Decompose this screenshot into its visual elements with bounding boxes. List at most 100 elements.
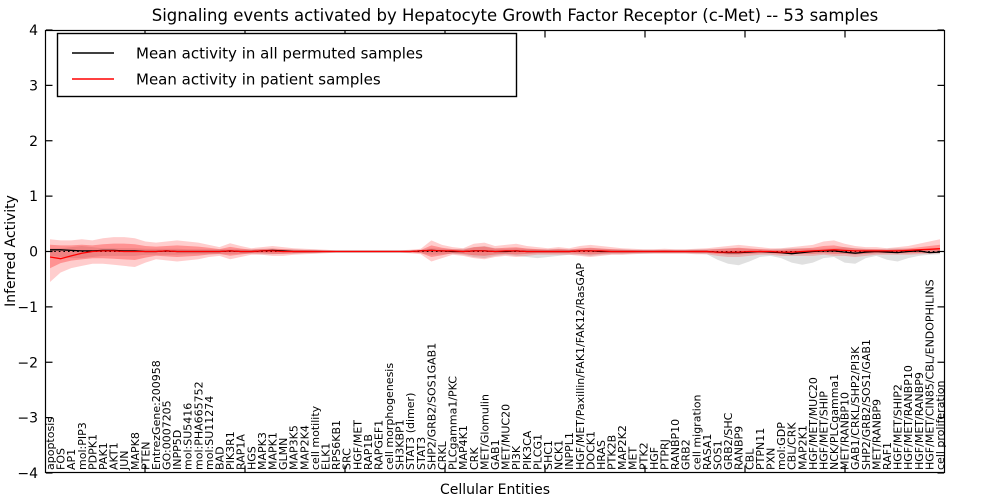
y-tick-label: 2 xyxy=(29,134,38,150)
x-category-label: PI3K xyxy=(510,445,523,470)
x-category-label: GRB2 xyxy=(680,439,693,470)
x-category-label: RAF1 xyxy=(881,442,894,470)
x-category-label: CBL xyxy=(743,448,756,470)
patient-band-outer xyxy=(50,237,940,282)
x-category-label: EntrezGene:200958 xyxy=(150,360,163,470)
y-tick-label: −4 xyxy=(17,466,38,482)
legend-label-permuted: Mean activity in all permuted samples xyxy=(136,45,423,63)
plot-generated-content: −4 −3 −2 −1 0 1 2 3 4 apoptosisFOSAP1mol:PIP3PDPK… xyxy=(17,23,947,482)
x-category-label: MAP4K1 xyxy=(457,425,470,470)
x-category-label: HGF/MET/SHIP2 xyxy=(892,384,905,470)
x-category-label: PTK2 xyxy=(637,442,650,470)
x-category-label: mol:GDP xyxy=(775,422,788,470)
x-category-label: PTK2B xyxy=(606,435,619,470)
x-category-label: cell motility xyxy=(309,405,322,470)
x-category-label: mol:PHA665752 xyxy=(192,381,205,470)
plot-border xyxy=(44,29,946,474)
legend-box xyxy=(56,32,518,98)
x-axis-label: Cellular Entities xyxy=(440,482,550,498)
x-category-label: AP1 xyxy=(65,449,78,470)
x-category-label: MAP2K4 xyxy=(298,425,311,470)
y-tick-label: −1 xyxy=(17,300,38,316)
x-category-label: AKT1 xyxy=(108,442,121,470)
x-category-label: RAPGEF1 xyxy=(373,420,386,470)
x-category-label: GO:0007205 xyxy=(161,400,174,470)
y-tick-label: 3 xyxy=(29,78,38,94)
y-tick-label: 4 xyxy=(29,23,38,39)
chart-title: Signaling events activated by Hepatocyte… xyxy=(152,6,879,25)
x-category-label: CRK xyxy=(468,447,481,470)
x-category-label: SHP2/GRB2/SOS1/GAB1 xyxy=(860,339,873,470)
x-category-label: MAP2K1 xyxy=(796,425,809,470)
x-category-label: RANBP10 xyxy=(669,419,682,470)
x-category-label: HGF/MET/RANBP9 xyxy=(913,372,926,470)
x-category-label: MET/MUC20 xyxy=(500,404,513,470)
x-category-label: PLCG1 xyxy=(531,434,544,470)
x-category-label: mol:SU5416 xyxy=(182,403,195,470)
x-category-label: NCK1 xyxy=(553,440,566,470)
y-tick-label: 1 xyxy=(29,189,38,205)
x-category-label: PDPK1 xyxy=(86,434,99,470)
x-category-label: apoptosis xyxy=(44,417,57,470)
x-category-label: cell migration xyxy=(690,394,703,470)
y-tick-label: −3 xyxy=(17,411,38,427)
x-category-label: MET/RANBP9 xyxy=(870,399,883,470)
x-category-label: MAP2K2 xyxy=(616,425,629,470)
x-category-label: SHP2/GRB2/SOS1GAB1 xyxy=(425,343,438,470)
legend-label-patient: Mean activity in patient samples xyxy=(136,71,381,89)
x-category-label: STAT3 (dimer) xyxy=(404,393,417,470)
x-category-label: PXN xyxy=(765,448,778,470)
x-category-label: PTPN11 xyxy=(754,428,767,470)
x-category-label: RAP1B xyxy=(362,434,375,470)
x-category-label: cell morphogenesis xyxy=(383,363,396,470)
x-category-label: HGF/MET/Paxillin/FAK1/FAK12/RasGAP xyxy=(574,263,587,470)
x-category-label: MET/Glomulin xyxy=(478,394,491,470)
x-category-label: ELK1 xyxy=(320,443,333,470)
x-category-label: NCK/PLCgamma1 xyxy=(828,374,841,470)
x-category-label: MET xyxy=(627,447,640,470)
x-category-label: MAPK1 xyxy=(267,432,280,470)
y-tick-label: −2 xyxy=(17,355,38,371)
x-category-label: HRAS xyxy=(595,440,608,470)
x-category-label: HGF xyxy=(648,447,661,470)
x-category-label: HGF/MET/CIN85/CBL/ENDOPHILINS xyxy=(923,279,936,470)
x-category-label: HGF/MET/MUC20 xyxy=(807,377,820,470)
x-category-label: JUN xyxy=(118,450,131,471)
x-category-label: cell proliferation xyxy=(934,380,947,470)
x-category-label: SH3KBP1 xyxy=(394,419,407,470)
x-category-label: SOS1 xyxy=(712,440,725,470)
x-category-label: INPP5D xyxy=(171,430,184,470)
x-category-label: CRKL xyxy=(436,440,449,470)
x-category-label: PTPRJ xyxy=(659,439,672,470)
x-category-label: PTEN xyxy=(139,441,152,470)
legend: Mean activity in all permuted samples Me… xyxy=(56,32,518,98)
y-axis-label: Inferred Activity xyxy=(3,195,19,307)
x-category-label: MAPK3 xyxy=(256,432,269,470)
x-category-label: MAPK8 xyxy=(129,432,142,470)
x-category-label: GLMN xyxy=(277,438,290,470)
x-category-label: SRC xyxy=(341,448,354,470)
x-category-label: MAP3K5 xyxy=(288,425,301,470)
x-category-label: HGF/MET/SHIP xyxy=(818,391,831,470)
x-category-label: HGF/MET/RANBP10 xyxy=(902,365,915,470)
x-category-label: mol:SU11274 xyxy=(203,396,216,470)
x-category-label: BAD xyxy=(214,446,227,470)
x-category-label: RANBP9 xyxy=(733,426,746,470)
x-category-label: MET/RANBP10 xyxy=(839,392,852,470)
x-category-label: STAT3 xyxy=(415,437,428,470)
x-category-label: PAK1 xyxy=(97,442,110,470)
x-category-label: DOCK1 xyxy=(584,431,597,470)
x-category-label: GAB1 xyxy=(489,439,502,470)
x-category-label: RASA1 xyxy=(701,434,714,470)
x-category-label: RPS6KB1 xyxy=(330,420,343,470)
x-category-label: GAB1/CRKL/SHP2/PI3K xyxy=(849,346,862,470)
patient-mean-line xyxy=(49,248,941,260)
x-category-label: SHC1 xyxy=(542,440,555,470)
x-category-label: PIK3R1 xyxy=(224,431,237,470)
x-category-label: HGF/MET xyxy=(351,420,364,470)
y-tick-label: 0 xyxy=(29,245,38,261)
x-category-label: RAP1A xyxy=(235,434,248,470)
x-category-label: CBL/CRK xyxy=(786,422,799,470)
